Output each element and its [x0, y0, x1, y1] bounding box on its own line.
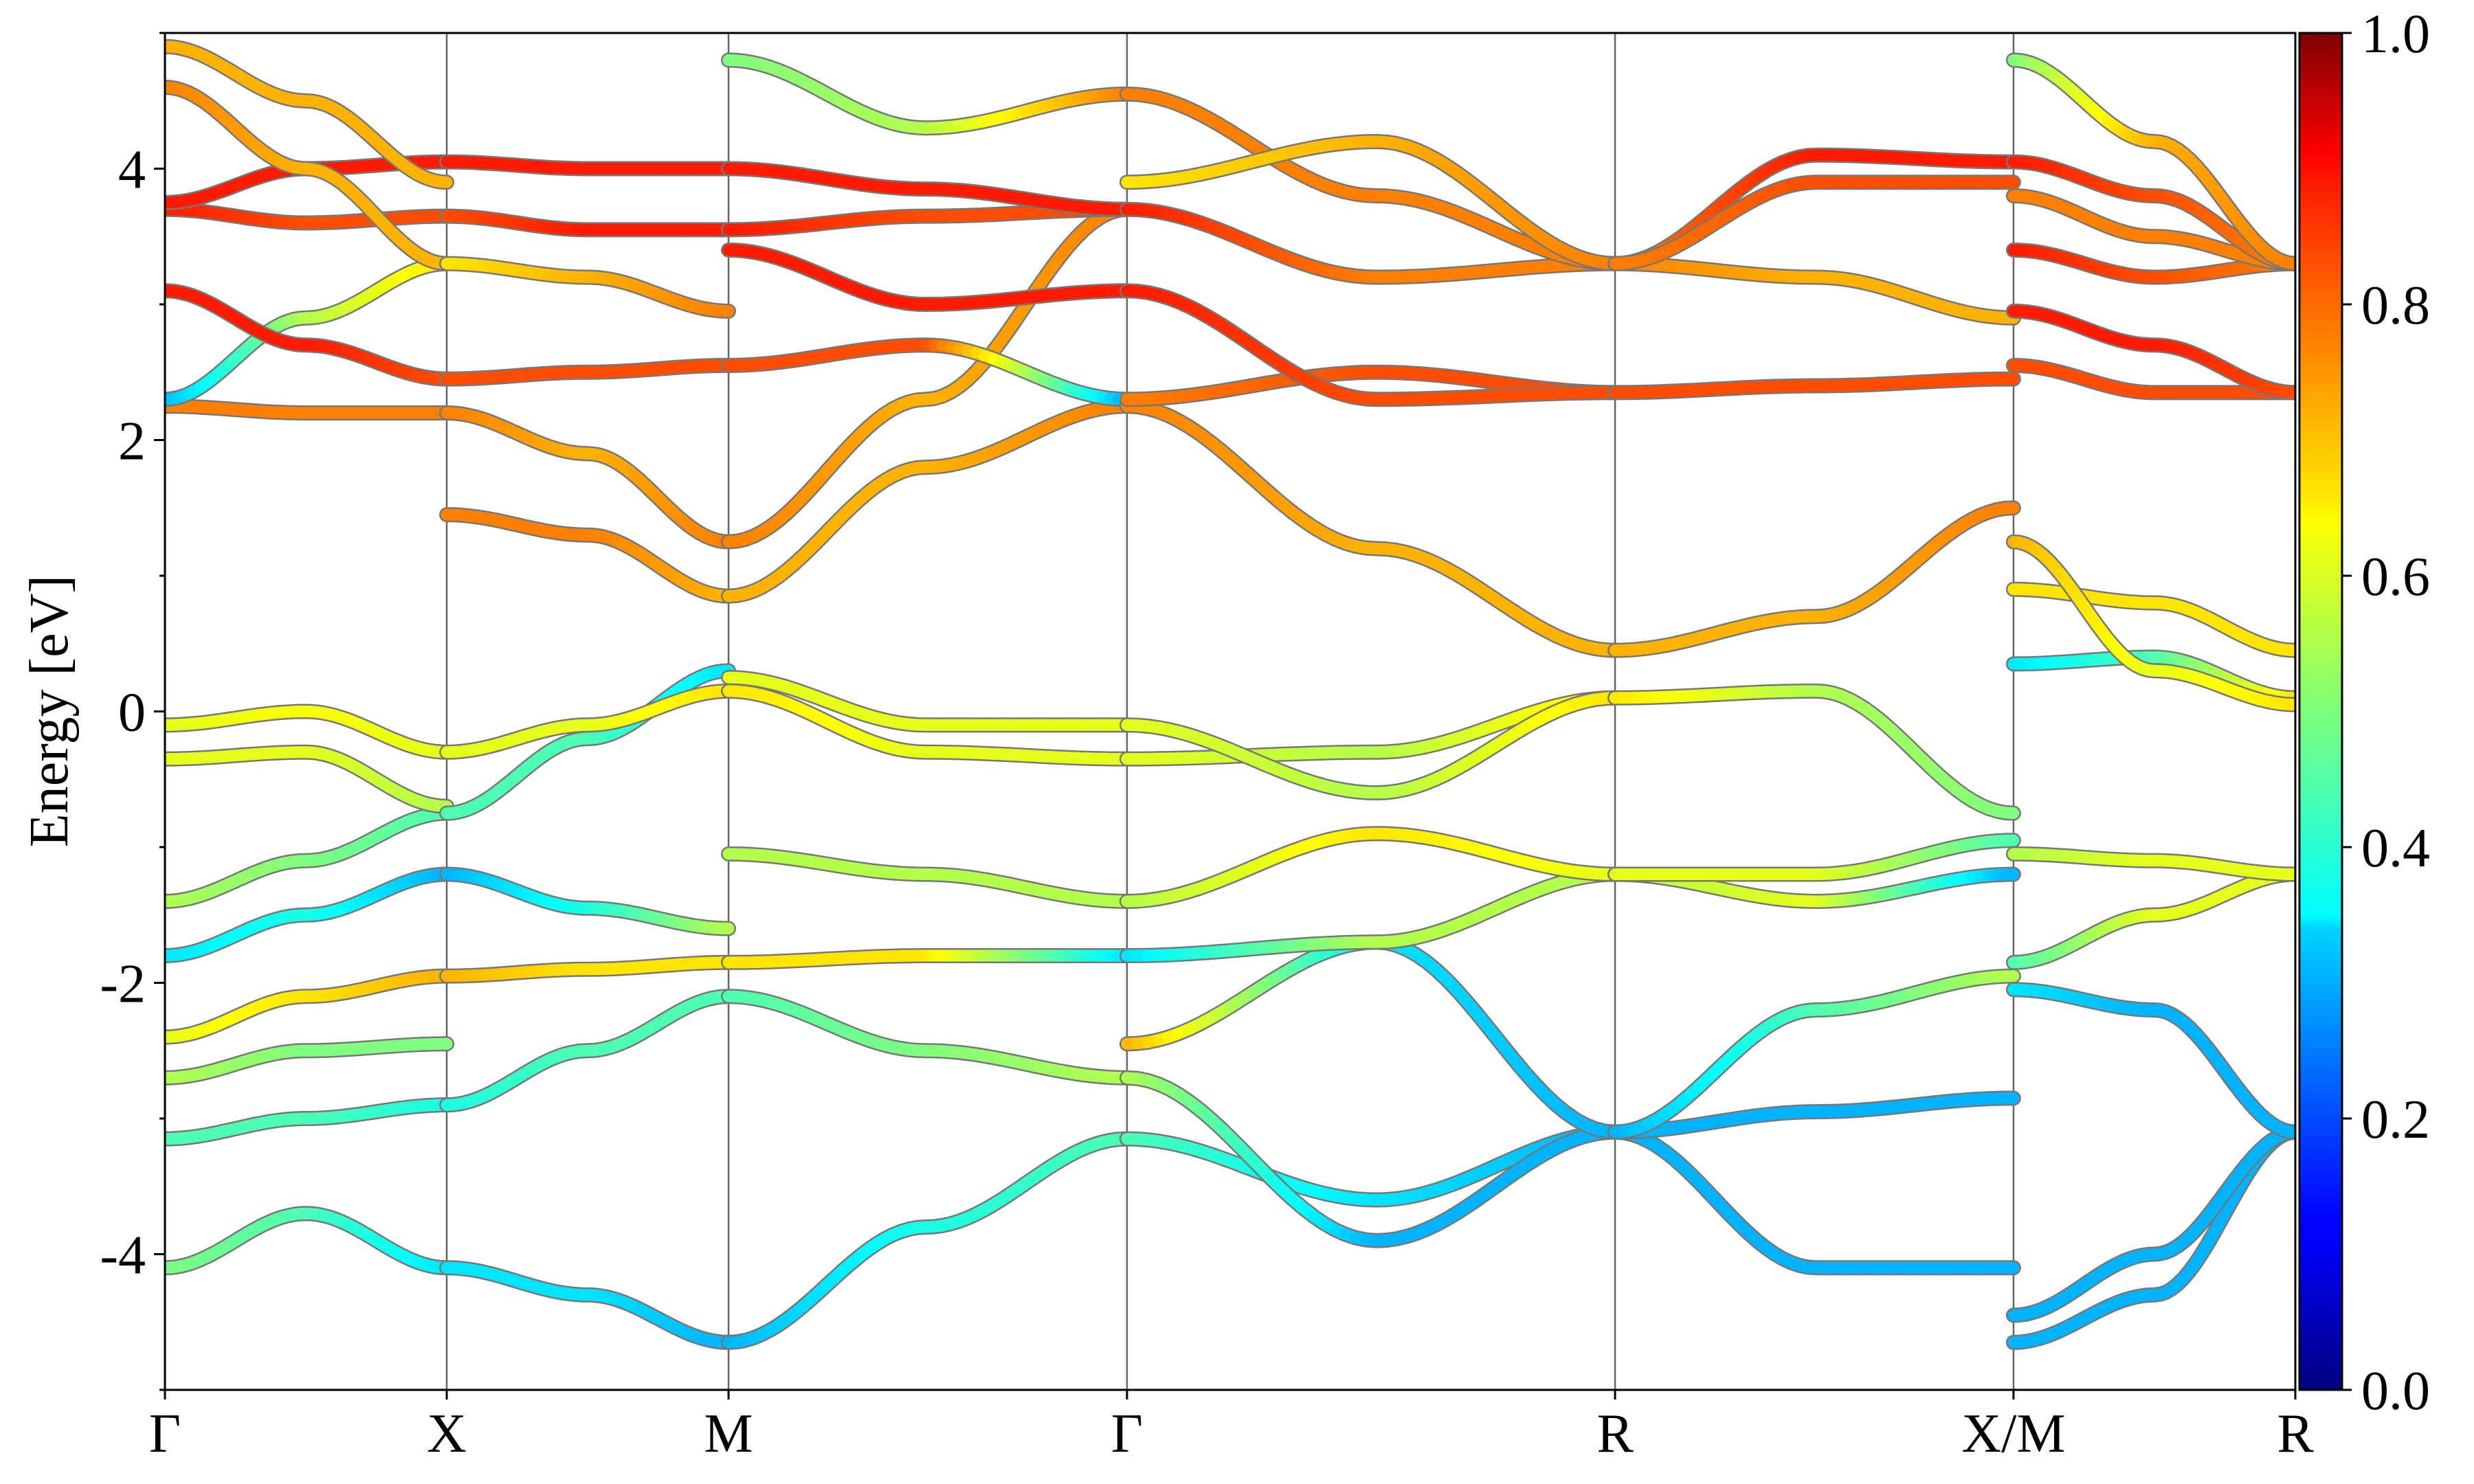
- band-line: [1119, 398, 1623, 658]
- band-line: [721, 398, 1135, 604]
- band-line: [1119, 1070, 1623, 1248]
- band-line: [165, 398, 455, 420]
- band-line: [165, 744, 455, 814]
- band-line: [721, 337, 1135, 407]
- band-line: [165, 38, 455, 190]
- band-line: [721, 243, 1135, 312]
- band-line: [1607, 175, 2021, 271]
- band-line: [2005, 846, 2295, 882]
- colorbar: [2298, 32, 2343, 1391]
- band-line: [721, 948, 1135, 970]
- band-line: [2005, 581, 2295, 658]
- band-line: [165, 805, 455, 909]
- band-line: [165, 1206, 455, 1276]
- band-line: [721, 1131, 1135, 1350]
- x-tick-label: X/M: [1961, 1404, 2065, 1464]
- colorbar-tick-label: 0.0: [2361, 1361, 2430, 1421]
- band-line: [439, 989, 737, 1113]
- colorbar-axis: 0.0 0.2 0.4 0.6 0.8 1.0: [2342, 4, 2430, 1421]
- y-tick-label: 4: [118, 140, 146, 201]
- band-line: [1607, 683, 2021, 821]
- band-line: [439, 208, 737, 238]
- x-tick-label: Γ: [1111, 1404, 1143, 1464]
- band-line: [165, 201, 455, 231]
- band-line: [1607, 371, 2021, 401]
- x-tick-label: R: [1596, 1404, 1634, 1464]
- band-line: [165, 256, 455, 407]
- colorbar-tick-label: 0.2: [2361, 1090, 2430, 1150]
- band-line: [439, 405, 737, 550]
- band-line: [1119, 690, 1623, 800]
- band-line: [439, 507, 737, 604]
- band-line: [165, 80, 455, 271]
- band-line: [721, 989, 1135, 1086]
- colorbar-tick-label: 0.6: [2361, 547, 2430, 607]
- colorbar-tick-label: 0.4: [2361, 818, 2430, 879]
- band-line: [439, 154, 737, 177]
- band-line: [1607, 1124, 2021, 1276]
- band-line: [1607, 500, 2021, 658]
- band-line: [439, 1260, 737, 1350]
- band-line: [165, 1097, 455, 1147]
- x-tick-label: Γ: [149, 1404, 181, 1464]
- band-line: [2005, 982, 2295, 1140]
- y-tick-label: -2: [100, 954, 146, 1015]
- colorbar-tick-label: 1.0: [2361, 4, 2430, 65]
- colorbar-tick-label: 0.8: [2361, 276, 2430, 336]
- y-tick-label: -4: [100, 1226, 146, 1286]
- band-line: [1119, 826, 1623, 909]
- band-curves: [165, 38, 2295, 1350]
- band-line: [2005, 1124, 2295, 1323]
- band-line: [165, 968, 455, 1045]
- x-tick-label: X: [427, 1404, 467, 1464]
- band-line: [1119, 690, 1623, 767]
- band-line: [721, 52, 1135, 136]
- band-line: [1119, 1124, 1623, 1208]
- band-line: [1607, 968, 2021, 1140]
- band-line: [439, 357, 737, 387]
- band-line: [439, 256, 737, 319]
- band-line: [1119, 866, 1623, 963]
- band-line: [1119, 283, 1623, 407]
- y-axis: -4 -2 0 2 4: [100, 32, 165, 1391]
- band-line: [2005, 303, 2295, 401]
- band-line: [1607, 1090, 2021, 1140]
- band-line: [439, 683, 737, 760]
- y-tick-label: 2: [118, 412, 146, 472]
- band-line: [1119, 201, 1623, 285]
- band-line: [721, 201, 1135, 550]
- band-line: [721, 161, 1135, 217]
- x-tick-label: R: [2277, 1404, 2314, 1464]
- band-line: [1607, 833, 2021, 882]
- band-line: [1119, 134, 1623, 271]
- band-line: [1607, 256, 2021, 326]
- band-line: [2005, 866, 2295, 970]
- band-line: [165, 283, 455, 387]
- band-line: [439, 954, 737, 984]
- band-line: [721, 670, 1135, 733]
- band-line: [165, 1036, 455, 1086]
- band-line: [2005, 52, 2295, 271]
- x-tick-label: M: [704, 1404, 753, 1464]
- y-axis-title: Energy [eV]: [19, 575, 80, 847]
- band-line: [439, 866, 737, 936]
- band-line: [2005, 534, 2295, 712]
- band-line: [721, 846, 1135, 909]
- x-axis: Γ X M Γ R X/M R: [149, 1390, 2314, 1464]
- y-tick-label: 0: [118, 683, 146, 743]
